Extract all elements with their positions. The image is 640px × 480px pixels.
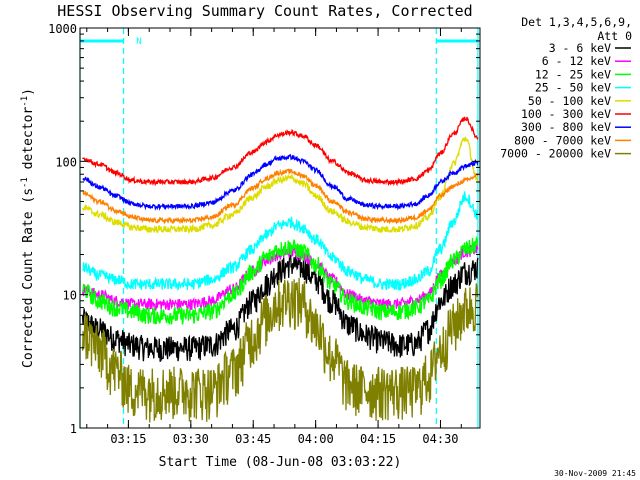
night-band-2 <box>435 28 479 428</box>
series-line-5 <box>82 136 479 234</box>
legend-entry-6: 100 - 300 keV <box>521 107 611 121</box>
y-tick-label-3: 100 <box>55 155 77 169</box>
legend-header-line-2: Att 0 <box>597 29 632 43</box>
x-tick-label-5: 04:15 <box>360 432 396 446</box>
series-line-1 <box>81 254 479 362</box>
plot-frame <box>79 27 481 429</box>
legend-entry-7: 300 - 800 keV <box>521 120 611 134</box>
chart-title: HESSI Observing Summary Count Rates, Cor… <box>57 2 472 20</box>
annotation-1: N <box>136 37 141 47</box>
series-line-4 <box>82 191 479 293</box>
x-axis-label: Start Time (08-Jun-08 03:03:22) <box>159 455 402 470</box>
y-tick-label-4: 1000 <box>48 22 77 36</box>
x-tick-label-2: 03:30 <box>173 432 209 446</box>
footer-date: 30-Nov-2009 21:45 <box>554 469 636 478</box>
series-line-9 <box>81 277 479 423</box>
x-tick-label-4: 04:00 <box>298 432 334 446</box>
y-tick-label-1: 1 <box>70 422 77 436</box>
legend-entry-2: 6 - 12 keV <box>542 54 611 68</box>
x-tick-label-6: 04:30 <box>422 432 458 446</box>
x-tick-label-3: 03:45 <box>235 432 271 446</box>
series-layer <box>81 116 479 423</box>
series-line-7 <box>82 153 479 212</box>
legend-entry-4: 25 - 50 keV <box>535 81 611 95</box>
legend-header-line-1: Det 1,3,4,5,6,9, <box>521 15 632 29</box>
x-tick-label-1: 03:15 <box>110 432 146 446</box>
series-line-2 <box>81 243 479 312</box>
axes: 03:15 03:30 03:45 04:00 04:15 04:30 1 10 100 1000 <box>48 22 481 446</box>
series-line-8 <box>82 167 479 225</box>
series-line-6 <box>82 116 479 187</box>
y-tick-label-2: 10 <box>63 289 77 303</box>
legend-entry-9: 7000 - 20000 keV <box>500 147 611 161</box>
legend-entry-3: 12 - 25 keV <box>535 67 611 81</box>
y-axis-label: Corrected Count Rate (s-1 detector-1) <box>20 88 36 368</box>
legend-entry-8: 800 - 7000 keV <box>514 133 611 147</box>
series-line-3 <box>81 235 479 325</box>
legend-entry-1: 3 - 6 keV <box>549 41 611 55</box>
legend-entry-5: 50 - 100 keV <box>528 94 611 108</box>
